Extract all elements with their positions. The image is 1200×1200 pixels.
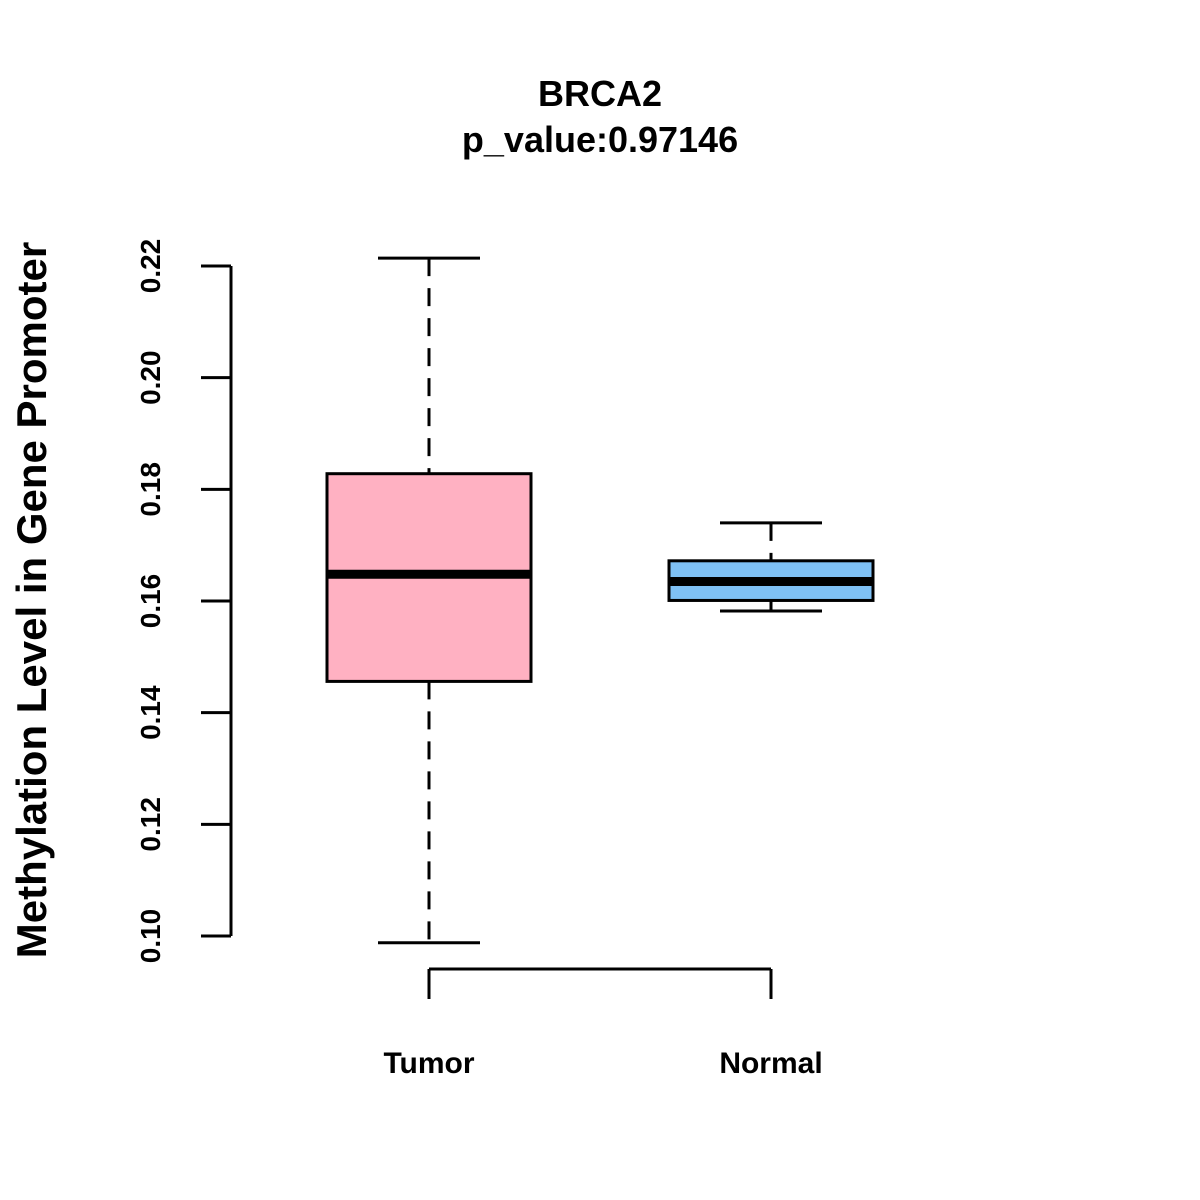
y-tick-label: 0.10 xyxy=(135,909,166,964)
box-normal xyxy=(667,521,875,613)
y-tick-label: 0.20 xyxy=(135,350,166,405)
y-axis: 0.10 0.12 0.14 0.16 0.18 0.20 0.22 xyxy=(135,239,233,964)
box-tumor xyxy=(325,256,533,945)
boxes xyxy=(325,256,875,945)
chart-subtitle: p_value:0.97146 xyxy=(462,119,738,160)
y-axis-label: Methylation Level in Gene Promoter xyxy=(8,242,55,958)
y-tick-label: 0.22 xyxy=(135,239,166,294)
y-tick-label: 0.16 xyxy=(135,574,166,629)
y-tick-label: 0.12 xyxy=(135,797,166,852)
chart-title: BRCA2 xyxy=(538,73,662,114)
y-tick-label: 0.14 xyxy=(135,685,166,740)
x-tick-label: Normal xyxy=(719,1047,822,1080)
y-tick-label: 0.18 xyxy=(135,462,166,517)
x-axis: Tumor Normal xyxy=(383,967,823,1080)
x-tick-label: Tumor xyxy=(383,1047,474,1080)
